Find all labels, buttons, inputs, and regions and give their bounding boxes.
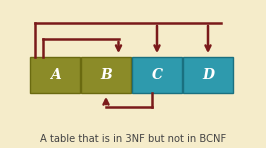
Text: D: D xyxy=(202,68,214,82)
Bar xyxy=(183,57,233,93)
Text: A table that is in 3NF but not in BCNF: A table that is in 3NF but not in BCNF xyxy=(40,134,226,144)
Text: A: A xyxy=(50,68,60,82)
Text: C: C xyxy=(152,68,163,82)
Text: B: B xyxy=(100,68,112,82)
Bar xyxy=(30,57,80,93)
Bar xyxy=(81,57,131,93)
Bar xyxy=(132,57,182,93)
